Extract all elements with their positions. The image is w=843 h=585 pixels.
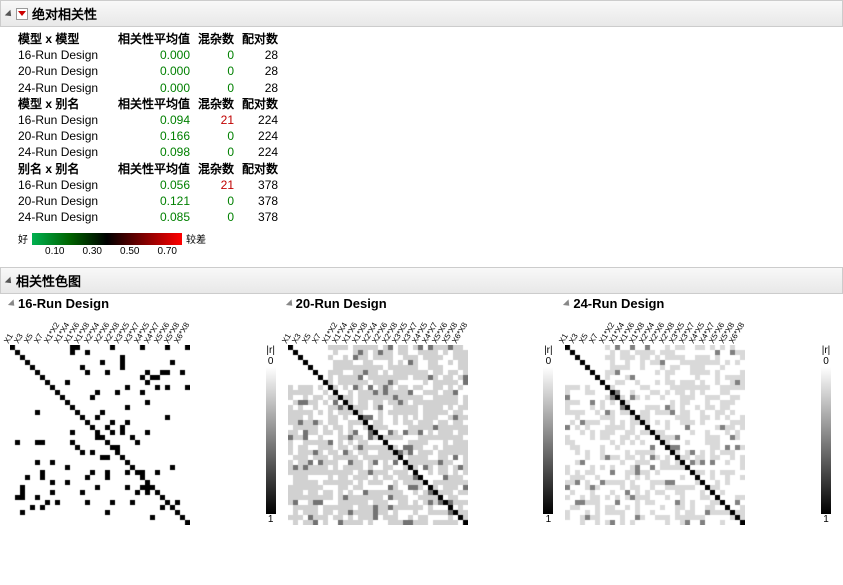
table-row: 20-Run Design0.1660224 [18, 128, 286, 144]
color-scale: |r|01 [815, 313, 837, 525]
menu-icon[interactable] [16, 8, 28, 20]
subpanel-title: 16-Run Design [18, 296, 109, 311]
legend-bad: 较差 [186, 231, 206, 246]
table-row: 24-Run Design0.0850378 [18, 209, 286, 225]
table-header: 别名 x 别名 [18, 161, 118, 177]
table-row: 16-Run Design0.000028 [18, 47, 286, 63]
panel-title: 相关性色图 [16, 271, 81, 290]
disclosure-icon [8, 299, 17, 308]
table-header: 混杂数 [198, 31, 242, 47]
table-row: 16-Run Design0.09421224 [18, 112, 286, 128]
colormap-header[interactable]: 相关性色图 [0, 267, 843, 294]
subpanel-header[interactable]: 24-Run Design [565, 294, 837, 313]
legend-gradient [32, 233, 182, 245]
colormap-subpanel: 16-Run Design X1X3X5X7X1*X2X1*X4X1*X6X1*X… [10, 294, 282, 525]
table-header: 配对数 [242, 31, 286, 47]
axis-labels: X1X3X5X7X1*X2X1*X4X1*X6X1*X8X2*X4X2*X6X2… [10, 313, 256, 345]
legend-good: 好 [18, 231, 28, 246]
table-header: 混杂数 [198, 96, 242, 112]
colormap-subpanel: 24-Run Design X1X3X5X7X1*X2X1*X4X1*X6X1*X… [565, 294, 837, 525]
color-scale: |r|01 [537, 313, 559, 525]
disclosure-icon [5, 277, 14, 286]
correlation-matrix [288, 345, 468, 525]
axis-labels: X1X3X5X7X1*X2X1*X4X1*X6X1*X8X2*X4X2*X6X2… [565, 313, 811, 345]
legend-ticks: 0.100.300.500.70 [36, 246, 186, 257]
color-scale: |r|01 [260, 313, 282, 525]
subpanel-title: 20-Run Design [296, 296, 387, 311]
panel-title: 绝对相关性 [32, 4, 97, 23]
table-row: 24-Run Design0.000028 [18, 80, 286, 96]
legend-bar: 好 较差 [18, 231, 833, 246]
axis-labels: X1X3X5X7X1*X2X1*X4X1*X6X1*X8X2*X4X2*X6X2… [288, 313, 534, 345]
disclosure-icon [563, 299, 572, 308]
stats-table: 模型 x 模型相关性平均值混杂数配对数16-Run Design0.000028… [18, 31, 286, 225]
table-header: 模型 x 模型 [18, 31, 118, 47]
subpanel-title: 24-Run Design [573, 296, 664, 311]
table-header: 模型 x 别名 [18, 96, 118, 112]
abs-correlation-header[interactable]: 绝对相关性 [0, 0, 843, 27]
abs-correlation-body: 模型 x 模型相关性平均值混杂数配对数16-Run Design0.000028… [0, 27, 843, 267]
table-header: 相关性平均值 [118, 31, 198, 47]
table-header: 混杂数 [198, 161, 242, 177]
colormap-body: 16-Run Design X1X3X5X7X1*X2X1*X4X1*X6X1*X… [0, 294, 843, 535]
table-row: 20-Run Design0.1210378 [18, 193, 286, 209]
table-header: 相关性平均值 [118, 161, 198, 177]
colormap-row: 16-Run Design X1X3X5X7X1*X2X1*X4X1*X6X1*X… [10, 294, 837, 525]
correlation-matrix [565, 345, 745, 525]
table-row: 20-Run Design0.000028 [18, 63, 286, 79]
table-row: 24-Run Design0.0980224 [18, 144, 286, 160]
disclosure-icon [5, 9, 14, 18]
colormap-subpanel: 20-Run Design X1X3X5X7X1*X2X1*X4X1*X6X1*X… [288, 294, 560, 525]
table-header: 相关性平均值 [118, 96, 198, 112]
disclosure-icon [286, 299, 295, 308]
table-header: 配对数 [242, 96, 286, 112]
table-header: 配对数 [242, 161, 286, 177]
subpanel-header[interactable]: 20-Run Design [288, 294, 560, 313]
correlation-matrix [10, 345, 190, 525]
subpanel-header[interactable]: 16-Run Design [10, 294, 282, 313]
table-row: 16-Run Design0.05621378 [18, 177, 286, 193]
